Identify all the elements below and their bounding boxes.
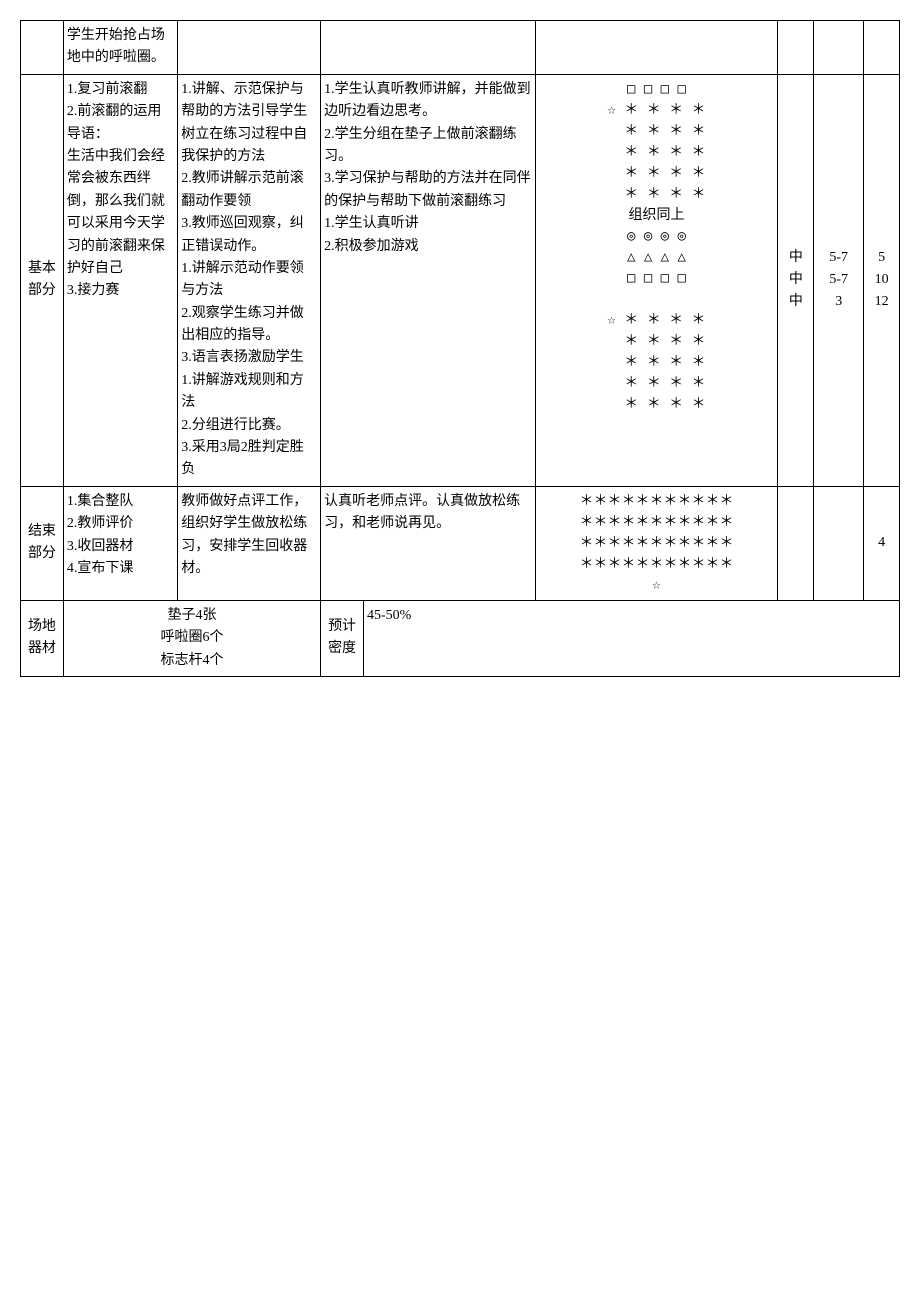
density-cell: 45-50%: [364, 600, 900, 676]
equipment-cell: 垫子4张 呼啦圈6个 标志杆4个: [63, 600, 320, 676]
content-text: 1.复习前滚翻 2.前滚翻的运用 导语： 生活中我们会经常会被东西绊倒，那么我们…: [67, 82, 165, 299]
time-cell: 5 10 12: [864, 74, 900, 486]
time-text: 4: [878, 535, 885, 550]
count-text: 5-7 5-7 3: [829, 250, 848, 310]
section-cell: 结束部分: [21, 486, 64, 600]
content-cell: 1.复习前滚翻 2.前滚翻的运用 导语： 生活中我们会经常会被东西绊倒，那么我们…: [63, 74, 177, 486]
org-cell: □ □ □ □ ☆ ＊ ＊ ＊ ＊ ＊ ＊ ＊ ＊ ＊ ＊ ＊ ＊ ＊ ＊ ＊ …: [535, 74, 778, 486]
count-cell: 5-7 5-7 3: [814, 74, 864, 486]
table-row: 结束部分 1.集合整队 2.教师评价 3.收回器材 4.宣布下课 教师做好点评工…: [21, 486, 900, 600]
content-cell: 1.集合整队 2.教师评价 3.收回器材 4.宣布下课: [63, 486, 177, 600]
content-text: 学生开始抢占场地中的呼啦圈。: [67, 28, 165, 65]
student-text: 1.学生认真听教师讲解，并能做到边听边看边思考。 2.学生分组在垫子上做前滚翻练…: [324, 82, 531, 254]
section-cell: 场地器材: [21, 600, 64, 676]
section-label: 场地器材: [28, 619, 56, 656]
table-row: 场地器材 垫子4张 呼啦圈6个 标志杆4个 预计密度 45-50%: [21, 600, 900, 676]
count-cell: [814, 486, 864, 600]
student-cell: 认真听老师点评。认真做放松练习，和老师说再见。: [321, 486, 535, 600]
table-row: 基本部分 1.复习前滚翻 2.前滚翻的运用 导语： 生活中我们会经常会被东西绊倒…: [21, 74, 900, 486]
count-cell: [814, 21, 864, 75]
teacher-cell: 1.讲解、示范保护与帮助的方法引导学生树立在练习过程中自我保护的方法 2.教师讲…: [178, 74, 321, 486]
section-cell: [21, 21, 64, 75]
intensity-cell: [778, 486, 814, 600]
student-cell: [321, 21, 535, 75]
time-text: 5 10 12: [875, 250, 889, 310]
org-diagram: ＊＊＊＊＊＊＊＊＊＊＊ ＊＊＊＊＊＊＊＊＊＊＊ ＊＊＊＊＊＊＊＊＊＊＊ ＊＊＊＊…: [579, 493, 733, 593]
teacher-cell: 教师做好点评工作，组织好学生做放松练习，安排学生回收器材。: [178, 486, 321, 600]
section-cell: 基本部分: [21, 74, 64, 486]
org-diagram: □ □ □ □ ☆ ＊ ＊ ＊ ＊ ＊ ＊ ＊ ＊ ＊ ＊ ＊ ＊ ＊ ＊ ＊ …: [607, 81, 705, 412]
teacher-text: 1.讲解、示范保护与帮助的方法引导学生树立在练习过程中自我保护的方法 2.教师讲…: [181, 82, 307, 478]
teacher-text: 教师做好点评工作，组织好学生做放松练习，安排学生回收器材。: [181, 494, 307, 576]
content-cell: 学生开始抢占场地中的呼啦圈。: [63, 21, 177, 75]
teacher-cell: [178, 21, 321, 75]
org-cell: ＊＊＊＊＊＊＊＊＊＊＊ ＊＊＊＊＊＊＊＊＊＊＊ ＊＊＊＊＊＊＊＊＊＊＊ ＊＊＊＊…: [535, 486, 778, 600]
density-label-cell: 预计密度: [321, 600, 364, 676]
org-cell: [535, 21, 778, 75]
student-text: 认真听老师点评。认真做放松练习，和老师说再见。: [324, 494, 520, 531]
section-label: 基本部分: [28, 261, 56, 298]
intensity-text: 中 中 中: [789, 250, 803, 310]
student-cell: 1.学生认真听教师讲解，并能做到边听边看边思考。 2.学生分组在垫子上做前滚翻练…: [321, 74, 535, 486]
density-text: 45-50%: [367, 608, 411, 623]
time-cell: 4: [864, 486, 900, 600]
intensity-cell: [778, 21, 814, 75]
density-label: 预计密度: [328, 619, 356, 656]
table-row: 学生开始抢占场地中的呼啦圈。: [21, 21, 900, 75]
section-label: 结束部分: [28, 524, 56, 561]
lesson-plan-table: 学生开始抢占场地中的呼啦圈。 基本部分 1.复习前滚翻 2.前滚翻的运用 导语：…: [20, 20, 900, 677]
content-text: 1.集合整队 2.教师评价 3.收回器材 4.宣布下课: [67, 494, 134, 576]
equipment-text: 垫子4张 呼啦圈6个 标志杆4个: [161, 608, 224, 668]
intensity-cell: 中 中 中: [778, 74, 814, 486]
time-cell: [864, 21, 900, 75]
